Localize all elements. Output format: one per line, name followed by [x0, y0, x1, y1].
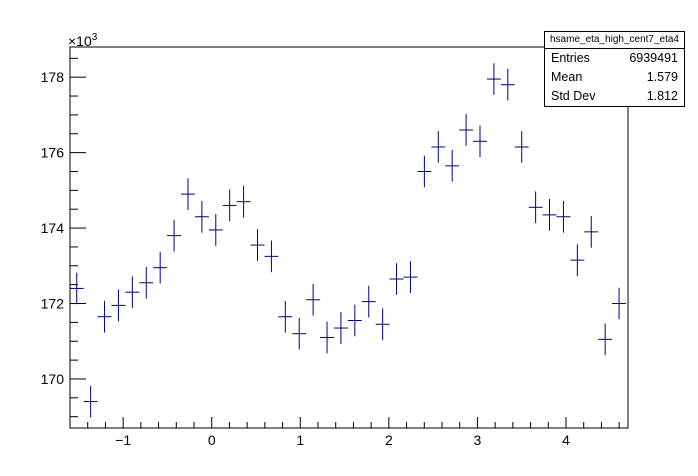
x-axis: −1 0 1 2 3 4 [69, 417, 620, 448]
data-point [459, 114, 474, 146]
stats-row-mean: Mean 1.579 [545, 68, 684, 87]
data-point [70, 272, 84, 305]
data-point [278, 300, 293, 333]
data-point [445, 149, 460, 182]
stats-histogram-name: hsame_eta_high_cent7_eta4 [545, 32, 684, 49]
y-tick-label: 174 [41, 220, 65, 236]
y-axis-multiplier: ×103 [68, 32, 98, 49]
data-point [167, 219, 182, 252]
x-tick-label: 4 [562, 432, 570, 448]
data-point [417, 155, 432, 188]
data-point [222, 189, 237, 222]
stats-label: Entries [551, 51, 590, 65]
stats-row-std-dev: Std Dev 1.812 [545, 87, 684, 106]
y-axis: 170 172 174 176 178 [41, 57, 86, 418]
data-point [486, 63, 501, 95]
y-tick-label: 178 [41, 69, 65, 85]
data-point [431, 131, 446, 163]
data-point [292, 317, 307, 350]
x-tick-label: 0 [208, 432, 216, 448]
data-point [500, 68, 515, 101]
x-tick-label: 1 [296, 432, 304, 448]
data-point [125, 276, 140, 309]
data-point [612, 287, 627, 320]
data-point [236, 185, 251, 218]
stats-row-entries: Entries 6939491 [545, 49, 684, 68]
data-point [111, 289, 126, 322]
data-point [473, 125, 487, 158]
data-point [139, 266, 154, 299]
data-point [153, 251, 168, 284]
data-point [403, 261, 418, 293]
data-point [361, 285, 376, 318]
data-point [250, 229, 265, 261]
x-tick-label: 2 [385, 432, 393, 448]
data-point [333, 312, 348, 344]
stats-value: 6939491 [629, 51, 678, 65]
stats-value: 1.579 [646, 70, 678, 84]
y-tick-label: 172 [41, 296, 65, 312]
data-point [264, 240, 279, 273]
y-tick-label: 176 [41, 145, 65, 161]
data-point [389, 263, 404, 295]
data-point [598, 323, 613, 356]
data-point [584, 215, 599, 248]
plot-frame [69, 46, 629, 429]
data-point [528, 191, 543, 224]
stats-label: Std Dev [551, 89, 596, 103]
stats-box: hsame_eta_high_cent7_eta4 Entries 693949… [544, 31, 685, 107]
data-point [542, 199, 557, 231]
data-series [70, 63, 627, 418]
data-point [347, 304, 362, 337]
data-point [514, 131, 529, 163]
data-point [208, 214, 223, 246]
data-point [306, 283, 321, 316]
data-point [570, 244, 585, 276]
data-point [320, 321, 334, 354]
data-point [375, 308, 390, 341]
y-tick-label: 170 [41, 371, 65, 387]
data-point [556, 200, 571, 233]
data-point [83, 385, 98, 418]
data-point [97, 300, 112, 333]
x-tick-label: 3 [474, 432, 482, 448]
data-point [194, 200, 209, 233]
x-tick-label: −1 [115, 432, 131, 448]
stats-label: Mean [551, 70, 583, 84]
stats-value: 1.812 [646, 89, 678, 103]
data-point [181, 178, 195, 210]
